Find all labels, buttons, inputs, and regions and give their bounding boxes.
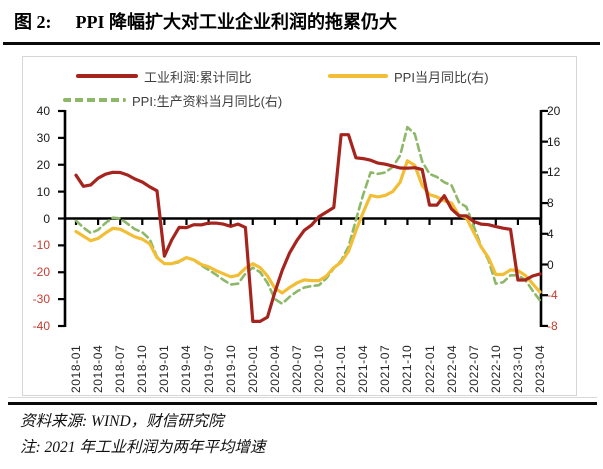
method-note: 注: 2021 年工业利润为两年平均增速: [20, 439, 266, 456]
footer-divider: [8, 402, 597, 405]
right-axis-tick-label: 4: [547, 226, 554, 241]
x-axis-tick-label: 2018-04: [91, 344, 106, 393]
right-axis-tick-label: 0: [547, 257, 554, 272]
x-axis-tick-label: 2022-10: [488, 344, 503, 393]
legend-label-ppi-producer: PPI:生产资料当月同比(右): [132, 93, 283, 109]
x-axis-tick-label: 2020-01: [245, 344, 260, 393]
source-note: 资料来源: WIND，财信研究院: [20, 413, 224, 430]
legend-swatch-ppi: [328, 74, 388, 78]
series-line-2: [74, 125, 542, 305]
left-axis-tick-label: -40: [32, 319, 50, 333]
x-axis-tick-label: 2018-10: [135, 344, 150, 393]
x-axis-tick-label: 2019-04: [179, 344, 194, 393]
figure-title-text: PPI 降幅扩大对工业企业利润的拖累仍大: [75, 12, 398, 32]
legend-item-profit: 工业利润:累计同比: [76, 68, 252, 85]
x-axis-tick-label: 2022-01: [422, 344, 437, 393]
figure-title: 图 2: PPI 降幅扩大对工业企业利润的拖累仍大: [14, 8, 397, 34]
x-axis-tick-label: 2018-01: [69, 344, 83, 393]
left-axis-tick-label: 40: [36, 104, 50, 118]
legend-swatch-profit: [76, 74, 138, 78]
right-axis-tick-label: 12: [547, 165, 561, 180]
right-axis-tick-label: 8: [547, 196, 554, 211]
x-axis-tick-label: 2021-07: [378, 344, 393, 393]
x-axis-tick-label: 2022-04: [444, 344, 459, 393]
legend-label-profit: 工业利润:累计同比: [144, 69, 252, 85]
left-axis-tick-label: -30: [32, 292, 50, 307]
chart-area: 工业利润:累计同比 PPI当月同比(右) PPI:生产资料当月同比(右) 40 3…: [22, 56, 577, 396]
x-axis-tick-label: 2019-07: [201, 344, 216, 393]
x-axis-tick-label: 2022-07: [466, 344, 481, 393]
x-axis-tick-label: 2020-10: [312, 344, 327, 393]
x-axis-tick-label: 2019-10: [223, 344, 238, 393]
left-axis-tick-label: -10: [32, 238, 50, 253]
legend-swatch-ppi-producer: [63, 98, 126, 102]
legend-item-ppi-producer: PPI:生产资料当月同比(右): [63, 92, 283, 109]
x-axis-tick-label: 2023-01: [510, 344, 525, 393]
left-axis-tick-label: 10: [36, 184, 50, 199]
plot-canvas: [58, 109, 548, 328]
x-axis-tick-label: 2021-10: [400, 344, 415, 393]
x-axis-tick-label: 2020-04: [267, 344, 282, 393]
left-axis-tick-label: 30: [36, 130, 50, 145]
x-axis-tick-label: 2021-04: [356, 344, 371, 393]
title-divider: [3, 42, 600, 45]
figure-number: 图 2:: [14, 12, 52, 32]
right-axis-tick-label: 16: [547, 134, 561, 149]
x-axis-tick-label: 2023-04: [533, 344, 547, 393]
x-axis-tick-label: 2019-01: [157, 344, 172, 393]
legend-label-ppi: PPI当月同比(右): [394, 69, 489, 85]
right-axis-tick-label: 20: [547, 103, 561, 118]
left-axis-tick-label: 0: [43, 211, 50, 226]
x-axis-tick-label: 2020-07: [289, 344, 304, 393]
right-axis-tick-label: -8: [547, 318, 558, 333]
right-axis-tick-label: -4: [547, 288, 558, 303]
legend-item-ppi: PPI当月同比(右): [328, 68, 489, 85]
left-axis-tick-label: 20: [36, 157, 50, 172]
chart-bottom-divider: [8, 397, 597, 398]
series-line-0: [74, 133, 542, 323]
x-axis-tick-label: 2018-07: [113, 344, 128, 393]
x-axis-tick-label: 2021-01: [334, 344, 349, 393]
left-axis-tick-label: -20: [32, 265, 50, 280]
